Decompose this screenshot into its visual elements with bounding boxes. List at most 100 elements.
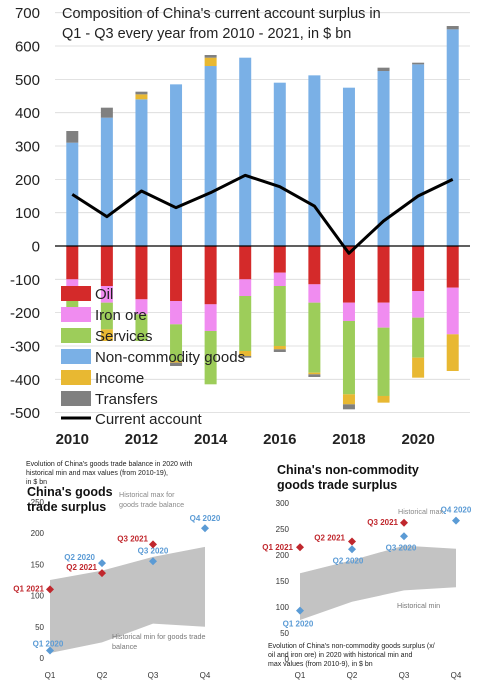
point-q1-2021	[46, 585, 54, 594]
x-tick-label: Q3	[148, 671, 159, 680]
point-label: Q3 2020	[138, 546, 169, 555]
current-account-chart: 700 600 500 400 300 200 100 0 -100 -200 -300 -400 -5…	[10, 5, 470, 448]
bar-income-2021	[446, 334, 459, 371]
top-y-tick-label: 200	[15, 172, 40, 189]
bar-transfers-2021	[446, 26, 459, 30]
point-label: Q4 2020	[190, 514, 221, 523]
bar-iron-ore-2013	[170, 300, 183, 325]
top-x-tick-label: 2016	[263, 431, 296, 448]
top-y-tick-label: 700	[15, 5, 40, 22]
bar-transfers-2019	[377, 67, 390, 72]
goods-title: China's goods trade surplus	[27, 485, 116, 514]
point-q1-2020	[296, 606, 304, 615]
goods-band-min-label: Historical min for goods trade balance	[112, 632, 207, 651]
y-tick-label: 150	[276, 577, 290, 586]
y-tick-label: 250	[276, 525, 290, 534]
y-tick-label: 200	[31, 529, 45, 538]
bar-oil-2020	[412, 246, 425, 291]
goods-y-tick-labels: 250 200 150 100 50 0	[31, 498, 45, 663]
bar-income-2011	[100, 329, 113, 341]
point-label: Q4 2020	[441, 506, 472, 515]
bar-income-2012	[135, 94, 148, 100]
bar-iron-ore-2019	[377, 302, 390, 328]
bar-transfers-2010	[66, 131, 79, 143]
top-y-tick-label: 300	[15, 139, 40, 156]
point-q3-2021	[149, 540, 157, 549]
non-commodity-subtitle: Evolution of China's non-commodity goods…	[268, 643, 437, 668]
bar-services-2013	[170, 324, 183, 361]
point-label: Q2 2020	[333, 556, 364, 565]
top-title-line2: Q1 - Q3 every year from 2010 - 2021, in …	[62, 26, 351, 42]
bar-oil-2013	[170, 246, 183, 301]
bar-non-commodity-goods-2017	[308, 75, 321, 246]
point-label: Q1 2021	[13, 584, 44, 593]
non-commodity-chart: 300 250 200 150 100 50 0 Q1 Q2 Q3 Q4 Q1 2020 Q2 20…	[262, 463, 472, 680]
bar-oil-2010	[66, 246, 79, 280]
bar-oil-2015	[239, 246, 252, 280]
legend-swatch-non-commodity-goods	[61, 349, 91, 364]
bar-iron-ore-2017	[308, 284, 321, 303]
top-y-tick-label: 100	[15, 205, 40, 222]
bar-transfers-2012	[135, 91, 148, 95]
top-bars	[66, 26, 459, 410]
top-x-tick-label: 2020	[401, 431, 434, 448]
bar-non-commodity-goods-2018	[342, 87, 355, 247]
top-y-tick-label: 400	[15, 105, 40, 122]
point-label: Q3 2021	[367, 518, 398, 527]
bar-services-2012	[135, 314, 148, 341]
legend-label: Services	[95, 328, 153, 345]
top-x-tick-labels: 2010 2012 2014 2016 2018 2020	[56, 431, 435, 448]
bar-transfers-2015	[239, 355, 252, 358]
goods-points: Q1 2020 Q2 2020 Q3 2020 Q4 2020 Q1 2021 Q2 20…	[13, 514, 221, 655]
x-tick-label: Q2	[97, 671, 108, 680]
y-tick-label: 0	[285, 655, 290, 664]
bar-non-commodity-goods-2015	[239, 57, 252, 246]
point-label: Q3 2021	[117, 534, 148, 543]
bar-income-2016	[273, 345, 286, 350]
legend-label: Iron ore	[95, 307, 147, 324]
top-y-tick-label: -500	[10, 405, 40, 422]
bar-services-2017	[308, 302, 321, 373]
bar-non-commodity-goods-2013	[170, 84, 183, 246]
point-q2-2020	[348, 545, 356, 554]
legend-label: Non-commodity goods	[95, 349, 245, 366]
y-tick-label: 0	[40, 654, 45, 663]
bar-transfers-2013	[170, 362, 183, 366]
top-y-tick-label: -300	[10, 338, 40, 355]
point-q2-2020	[98, 559, 106, 568]
bar-oil-2011	[100, 246, 113, 286]
point-label: Q2 2021	[314, 533, 345, 542]
goods-x-tick-labels: Q1 Q2 Q3 Q4	[45, 671, 211, 680]
x-tick-label: Q1	[45, 671, 56, 680]
x-tick-label: Q2	[347, 671, 358, 680]
legend-swatch-oil	[61, 286, 91, 301]
y-tick-label: 100	[31, 592, 45, 601]
bar-non-commodity-goods-2019	[377, 71, 390, 246]
point-q1-2020	[46, 646, 54, 655]
y-tick-label: 300	[276, 499, 290, 508]
legend-label: Current account	[95, 411, 203, 428]
non-commodity-y-tick-labels: 300 250 200 150 100 50 0	[276, 499, 290, 664]
top-y-tick-label: 500	[15, 72, 40, 89]
bar-services-2014	[204, 330, 217, 385]
bar-iron-ore-2011	[100, 285, 113, 303]
bar-transfers-2014	[204, 55, 217, 58]
legend-label: Income	[95, 370, 144, 387]
bar-oil-2014	[204, 246, 217, 305]
legend-swatch-services	[61, 328, 91, 343]
bar-services-2015	[239, 295, 252, 351]
x-tick-label: Q4	[200, 671, 211, 680]
top-legend: Oil Iron ore Services Non-commodity goods In…	[61, 286, 245, 428]
non-commodity-historical-band	[300, 545, 456, 620]
bar-iron-ore-2015	[239, 279, 252, 296]
legend-swatch-income	[61, 370, 91, 385]
bar-non-commodity-goods-2021	[446, 29, 459, 247]
top-y-tick-labels: 700 600 500 400 300 200 100 0 -100 -200 -300 -400 -5…	[10, 5, 40, 422]
top-y-tick-label: 600	[15, 39, 40, 56]
y-tick-label: 250	[31, 498, 45, 507]
top-y-tick-label: -200	[10, 305, 40, 322]
point-q2-2021	[348, 537, 356, 546]
point-q1-2021	[296, 543, 304, 552]
